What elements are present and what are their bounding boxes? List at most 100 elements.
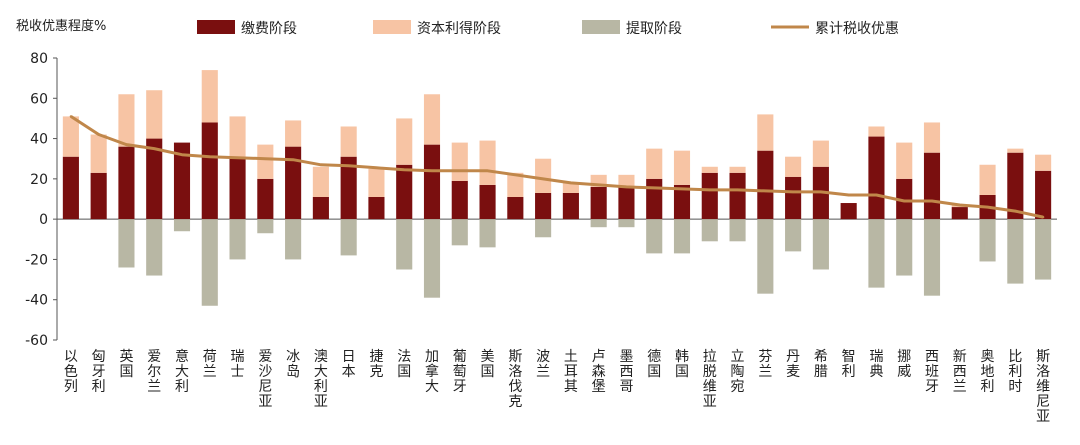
legend-swatch bbox=[373, 20, 411, 34]
bar-capital-gains bbox=[118, 94, 135, 147]
bar-withdrawal bbox=[618, 219, 635, 228]
x-tick-label: 荷兰 bbox=[203, 349, 217, 380]
bar-contribution bbox=[368, 196, 385, 220]
bar-contribution bbox=[479, 184, 496, 220]
bar-contribution bbox=[257, 178, 274, 220]
bar-contribution bbox=[423, 144, 441, 220]
bar-contribution bbox=[340, 156, 357, 220]
bar-capital-gains bbox=[618, 174, 635, 187]
bars bbox=[62, 70, 1052, 306]
bar-contribution bbox=[951, 207, 968, 220]
x-tick-label: 瑞典 bbox=[869, 349, 883, 380]
cumulative-line-point bbox=[903, 199, 906, 203]
x-tick-label: 捷克 bbox=[369, 349, 383, 380]
bar-withdrawal bbox=[118, 219, 135, 268]
x-tick-label: 挪威 bbox=[897, 349, 911, 380]
bar-capital-gains bbox=[146, 90, 163, 139]
bar-contribution bbox=[562, 192, 579, 220]
bar-capital-gains bbox=[368, 168, 385, 197]
cumulative-line-point bbox=[458, 169, 461, 172]
y-tick-label: 80 bbox=[30, 51, 48, 67]
bar-contribution bbox=[90, 172, 107, 220]
legend-label: 累计税收优惠 bbox=[815, 21, 899, 37]
cumulative-line-point bbox=[486, 169, 489, 172]
bar-withdrawal bbox=[729, 219, 746, 242]
bar-capital-gains bbox=[507, 172, 524, 197]
bar-contribution bbox=[507, 196, 524, 220]
bar-contribution bbox=[146, 138, 163, 220]
axes: -60 -40 -20 0 20 40 60 80 bbox=[25, 51, 1057, 349]
bar-contribution bbox=[173, 142, 191, 220]
x-tick-label: 德国 bbox=[647, 349, 661, 380]
bar-contribution bbox=[923, 152, 941, 220]
bar-contribution bbox=[646, 178, 663, 220]
legend-label: 提取阶段 bbox=[626, 21, 682, 37]
bar-capital-gains bbox=[701, 166, 718, 173]
cumulative-line-point bbox=[958, 203, 961, 207]
cumulative-line-path bbox=[70, 115, 1044, 219]
bar-withdrawal bbox=[785, 219, 802, 252]
bar-capital-gains bbox=[201, 70, 218, 123]
bar-capital-gains bbox=[285, 120, 302, 147]
bar-withdrawal bbox=[173, 219, 191, 232]
bar-capital-gains bbox=[562, 182, 579, 193]
bar-withdrawal bbox=[701, 219, 718, 242]
legend-swatch bbox=[582, 20, 620, 34]
y-tick-label: 20 bbox=[30, 172, 48, 188]
cumulative-line-point bbox=[847, 193, 850, 197]
bar-withdrawal bbox=[201, 219, 218, 306]
cumulative-line-point bbox=[153, 147, 156, 150]
bar-contribution bbox=[618, 186, 635, 220]
y-axis-title: 税收优惠程度% bbox=[16, 18, 106, 34]
cumulative-line-point bbox=[986, 205, 989, 209]
y-tick-label: 40 bbox=[30, 132, 48, 148]
bar-contribution bbox=[701, 172, 718, 220]
bar-capital-gains bbox=[340, 126, 357, 157]
cumulative-line-point bbox=[736, 188, 739, 192]
bar-contribution bbox=[896, 178, 913, 220]
bar-withdrawal bbox=[979, 219, 996, 262]
bar-capital-gains bbox=[62, 116, 79, 157]
bar-withdrawal bbox=[923, 219, 941, 296]
bar-capital-gains bbox=[396, 118, 413, 165]
bar-capital-gains bbox=[90, 134, 107, 173]
x-tick-label: 新西兰 bbox=[953, 349, 967, 395]
cumulative-line-point bbox=[236, 156, 239, 159]
bar-withdrawal bbox=[146, 219, 163, 276]
bar-capital-gains bbox=[451, 142, 468, 181]
cumulative-line-point bbox=[264, 157, 267, 160]
legend-label: 缴费阶段 bbox=[241, 21, 297, 37]
bar-capital-gains bbox=[673, 150, 691, 185]
x-tick-label: 土耳其 bbox=[564, 349, 578, 395]
y-tick-label: -40 bbox=[25, 293, 48, 309]
x-tick-label: 法国 bbox=[397, 349, 411, 380]
x-tick-label: 卢森堡 bbox=[592, 349, 606, 395]
cumulative-line-point bbox=[597, 183, 600, 187]
cumulative-line-point bbox=[125, 143, 128, 146]
cumulative-line-point bbox=[791, 190, 795, 194]
bar-capital-gains bbox=[896, 142, 913, 179]
cumulative-line-point bbox=[208, 155, 211, 158]
cumulative-line-point bbox=[97, 133, 100, 136]
legend: 缴费阶段 资本利得阶段 提取阶段 累计税收优惠 bbox=[197, 20, 899, 37]
bar-contribution bbox=[118, 146, 135, 220]
cumulative-line-point bbox=[430, 169, 434, 172]
bar-contribution bbox=[451, 180, 468, 220]
bar-withdrawal bbox=[257, 219, 274, 234]
x-tick-label: 墨西哥 bbox=[619, 349, 633, 395]
bar-capital-gains bbox=[979, 164, 996, 195]
cumulative-line bbox=[69, 115, 1045, 219]
bar-contribution bbox=[868, 136, 885, 220]
cumulative-line-point bbox=[819, 190, 823, 194]
x-tick-label: 芬兰 bbox=[758, 349, 772, 380]
bar-withdrawal bbox=[451, 219, 468, 246]
y-tick-label: -60 bbox=[25, 333, 48, 349]
bar-contribution bbox=[285, 146, 302, 220]
bar-capital-gains bbox=[1035, 154, 1052, 171]
x-tick-label: 韩国 bbox=[675, 349, 689, 380]
x-tick-label: 加拿大 bbox=[425, 349, 439, 395]
cumulative-line-point bbox=[930, 199, 934, 203]
cumulative-line-point bbox=[1041, 215, 1045, 219]
bar-contribution bbox=[729, 172, 746, 220]
bar-capital-gains bbox=[257, 144, 274, 179]
